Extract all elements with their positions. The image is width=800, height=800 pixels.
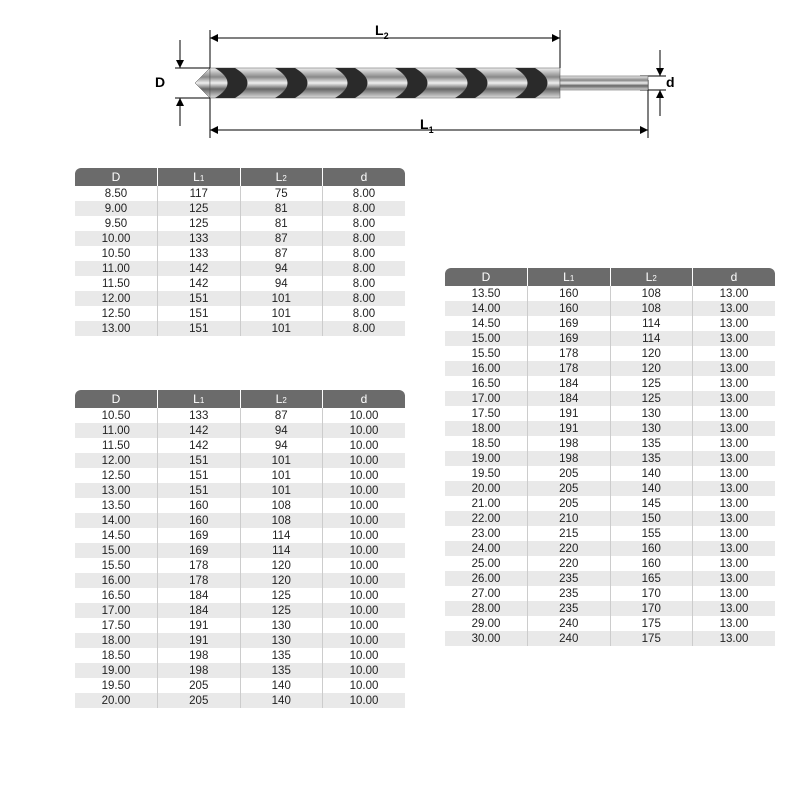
table-row: 18.5019813510.00 xyxy=(75,648,405,663)
table-row: 19.0019813513.00 xyxy=(445,451,775,466)
table-row: 23.0021515513.00 xyxy=(445,526,775,541)
col-d: d xyxy=(323,168,406,186)
table-row: 22.0021015013.00 xyxy=(445,511,775,526)
spec-table-1: DL1L2d8.50117758.009.00125818.009.501258… xyxy=(75,168,405,336)
table-row: 19.5020514010.00 xyxy=(75,678,405,693)
table-row: 15.0016911413.00 xyxy=(445,331,775,346)
table-row: 10.50133878.00 xyxy=(75,246,405,261)
table-row: 12.501511018.00 xyxy=(75,306,405,321)
col-L1: L1 xyxy=(158,390,241,408)
col-d: d xyxy=(323,390,406,408)
col-D: D xyxy=(75,390,158,408)
table-row: 13.5016010810.00 xyxy=(75,498,405,513)
table-row: 14.0016010810.00 xyxy=(75,513,405,528)
col-D: D xyxy=(445,268,528,286)
col-L2: L2 xyxy=(610,268,693,286)
table-row: 8.50117758.00 xyxy=(75,186,405,201)
label-L2: L2 xyxy=(375,22,389,41)
table-row: 10.00133878.00 xyxy=(75,231,405,246)
col-L2: L2 xyxy=(240,390,323,408)
table-row: 9.50125818.00 xyxy=(75,216,405,231)
table-row: 17.0018412510.00 xyxy=(75,603,405,618)
table-row: 20.0020514013.00 xyxy=(445,481,775,496)
table-row: 18.0019113013.00 xyxy=(445,421,775,436)
table-row: 17.0018412513.00 xyxy=(445,391,775,406)
table-row: 24.0022016013.00 xyxy=(445,541,775,556)
table-row: 14.0016010813.00 xyxy=(445,301,775,316)
label-L1: L1 xyxy=(420,116,434,135)
table-row: 11.501429410.00 xyxy=(75,438,405,453)
table-row: 19.0019813510.00 xyxy=(75,663,405,678)
table-row: 30.0024017513.00 xyxy=(445,631,775,646)
spec-table-3: DL1L2d13.5016010813.0014.0016010813.0014… xyxy=(445,268,775,646)
table-row: 26.0023516513.00 xyxy=(445,571,775,586)
table-row: 16.5018412513.00 xyxy=(445,376,775,391)
table-row: 12.001511018.00 xyxy=(75,291,405,306)
table-row: 16.0017812013.00 xyxy=(445,361,775,376)
col-L1: L1 xyxy=(528,268,611,286)
table-row: 16.0017812010.00 xyxy=(75,573,405,588)
table-row: 13.0015110110.00 xyxy=(75,483,405,498)
table-row: 16.5018412510.00 xyxy=(75,588,405,603)
table-row: 17.5019113010.00 xyxy=(75,618,405,633)
table-row: 18.0019113010.00 xyxy=(75,633,405,648)
table-row: 11.00142948.00 xyxy=(75,261,405,276)
drill-bit-diagram: D d L2 L1 xyxy=(160,20,670,150)
label-d: d xyxy=(666,74,675,90)
table-row: 14.5016911413.00 xyxy=(445,316,775,331)
table-row: 11.50142948.00 xyxy=(75,276,405,291)
table-row: 25.0022016013.00 xyxy=(445,556,775,571)
table-row: 13.5016010813.00 xyxy=(445,286,775,301)
table-row: 19.5020514013.00 xyxy=(445,466,775,481)
col-d: d xyxy=(693,268,776,286)
table-row: 27.0023517013.00 xyxy=(445,586,775,601)
table-row: 12.0015110110.00 xyxy=(75,453,405,468)
table-row: 13.001511018.00 xyxy=(75,321,405,336)
table-1-wrap: DL1L2d8.50117758.009.00125818.009.501258… xyxy=(75,168,405,336)
table-row: 11.001429410.00 xyxy=(75,423,405,438)
table-row: 15.5017812013.00 xyxy=(445,346,775,361)
table-row: 20.0020514010.00 xyxy=(75,693,405,708)
table-row: 29.0024017513.00 xyxy=(445,616,775,631)
table-row: 21.0020514513.00 xyxy=(445,496,775,511)
col-L1: L1 xyxy=(158,168,241,186)
table-row: 14.5016911410.00 xyxy=(75,528,405,543)
table-3-wrap: DL1L2d13.5016010813.0014.0016010813.0014… xyxy=(445,268,775,646)
table-row: 10.501338710.00 xyxy=(75,408,405,423)
table-row: 18.5019813513.00 xyxy=(445,436,775,451)
table-row: 17.5019113013.00 xyxy=(445,406,775,421)
col-L2: L2 xyxy=(240,168,323,186)
table-row: 15.0016911410.00 xyxy=(75,543,405,558)
label-D: D xyxy=(155,74,165,90)
table-row: 15.5017812010.00 xyxy=(75,558,405,573)
table-row: 12.5015110110.00 xyxy=(75,468,405,483)
spec-table-2: DL1L2d10.501338710.0011.001429410.0011.5… xyxy=(75,390,405,708)
table-row: 28.0023517013.00 xyxy=(445,601,775,616)
table-row: 9.00125818.00 xyxy=(75,201,405,216)
drill-bit-svg xyxy=(160,20,670,150)
table-2-wrap: DL1L2d10.501338710.0011.001429410.0011.5… xyxy=(75,390,405,708)
col-D: D xyxy=(75,168,158,186)
